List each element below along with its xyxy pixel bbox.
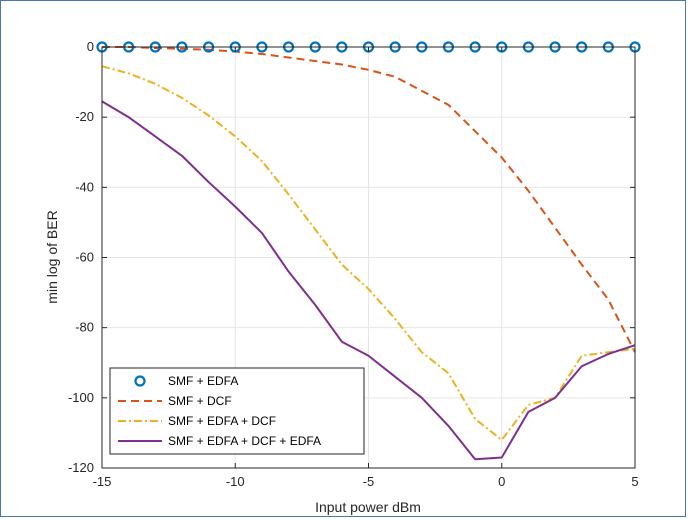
x-tick-label: 5	[631, 474, 638, 489]
series-4	[101, 100, 636, 461]
x-axis-title: Input power dBm	[315, 499, 421, 515]
series-line	[102, 46, 636, 353]
series-3	[101, 65, 636, 441]
y-tick-label: -40	[75, 179, 94, 194]
y-axis-title: min log of BER	[44, 210, 60, 303]
legend-box	[109, 367, 365, 455]
y-tick-label: 0	[87, 39, 94, 54]
y-tick-label: -80	[75, 320, 94, 335]
legend-entry: SMF + EDFA + DCF + EDFA	[118, 434, 321, 448]
series-line	[101, 100, 636, 461]
y-tick-label: -100	[68, 390, 94, 405]
y-tick-label: -20	[75, 109, 94, 124]
legend-marker	[134, 375, 146, 387]
series-line	[101, 65, 636, 441]
legend-entry: SMF + DCF	[118, 394, 232, 408]
legend-entry: SMF + EDFA	[134, 374, 238, 388]
legend-label: SMF + EDFA + DCF	[168, 414, 276, 428]
x-tick-label: -10	[226, 474, 245, 489]
y-tick-label: -60	[75, 250, 94, 265]
legend: SMF + EDFA SMF + DCF SMF + EDFA + DCF SMF +…	[109, 367, 365, 455]
legend-label: SMF + DCF	[168, 394, 232, 408]
series-2	[102, 46, 636, 353]
legend-label: SMF + EDFA	[168, 374, 238, 388]
x-tick-label: -15	[93, 474, 112, 489]
data-series	[96, 41, 641, 461]
axis-ticks: -15 -10 -5 0 5 0 -20 -40 -60 -80 -100 -120	[68, 39, 639, 489]
x-tick-label: 0	[498, 474, 505, 489]
x-tick-label: -5	[363, 474, 375, 489]
legend-label: SMF + EDFA + DCF + EDFA	[168, 434, 321, 448]
legend-entry: SMF + EDFA + DCF	[118, 414, 276, 428]
y-tick-label: -120	[68, 460, 94, 475]
